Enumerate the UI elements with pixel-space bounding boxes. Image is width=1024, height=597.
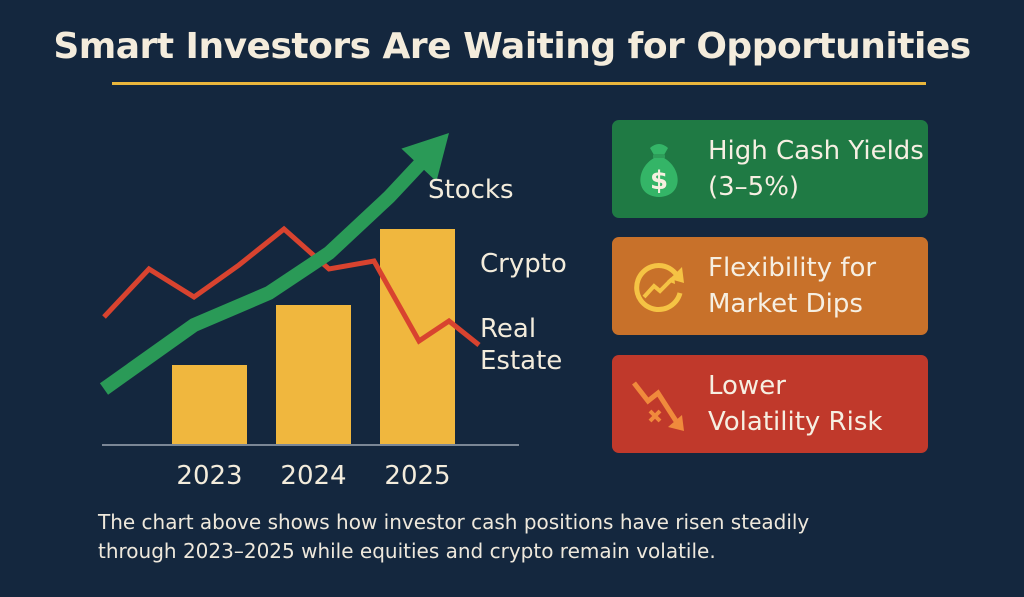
volatile-line [102, 225, 481, 347]
card-flexibility: Flexibility for Market Dips [612, 237, 928, 335]
annotation-stocks: Stocks [428, 175, 514, 205]
trend-arrow-head [401, 133, 449, 182]
card-high-cash-yields: $ High Cash Yields (3–5%) [612, 120, 928, 218]
bar-2023 [172, 365, 247, 445]
cycle-arrow-icon [634, 263, 684, 312]
money-bag-icon: $ [640, 144, 678, 197]
card-label: Lower Volatility Risk [708, 371, 883, 437]
down-trend-icon [632, 381, 684, 431]
bars [172, 229, 455, 445]
x-tick-label-2024: 2024 [280, 461, 346, 491]
annotation-crypto: Crypto [480, 249, 567, 279]
x-tick-label-2025: 2025 [384, 461, 450, 491]
trend-arrow-line [99, 157, 427, 395]
title-divider [112, 82, 926, 85]
caption-line-2: through 2023–2025 while equities and cry… [98, 539, 716, 563]
annotation-estate: Estate [480, 346, 562, 376]
card-label: Flexibility for Market Dips [708, 253, 877, 319]
page-title: Smart Investors Are Waiting for Opportun… [53, 26, 971, 67]
x-tick-label-2023: 2023 [176, 461, 242, 491]
card-label: High Cash Yields (3–5%) [708, 136, 924, 202]
annotation-real: Real [480, 314, 536, 344]
caption: The chart above shows how investor cash … [98, 508, 958, 566]
svg-text:$: $ [650, 166, 668, 196]
bar-2024 [276, 305, 351, 445]
caption-line-1: The chart above shows how investor cash … [98, 510, 810, 534]
card-lower-volatility: Lower Volatility Risk [612, 355, 928, 453]
x-tick-labels: 2023 2024 2025 [176, 461, 450, 491]
bar-chart: 2023 2024 2025 Stocks Crypto Real Estate [99, 133, 567, 491]
